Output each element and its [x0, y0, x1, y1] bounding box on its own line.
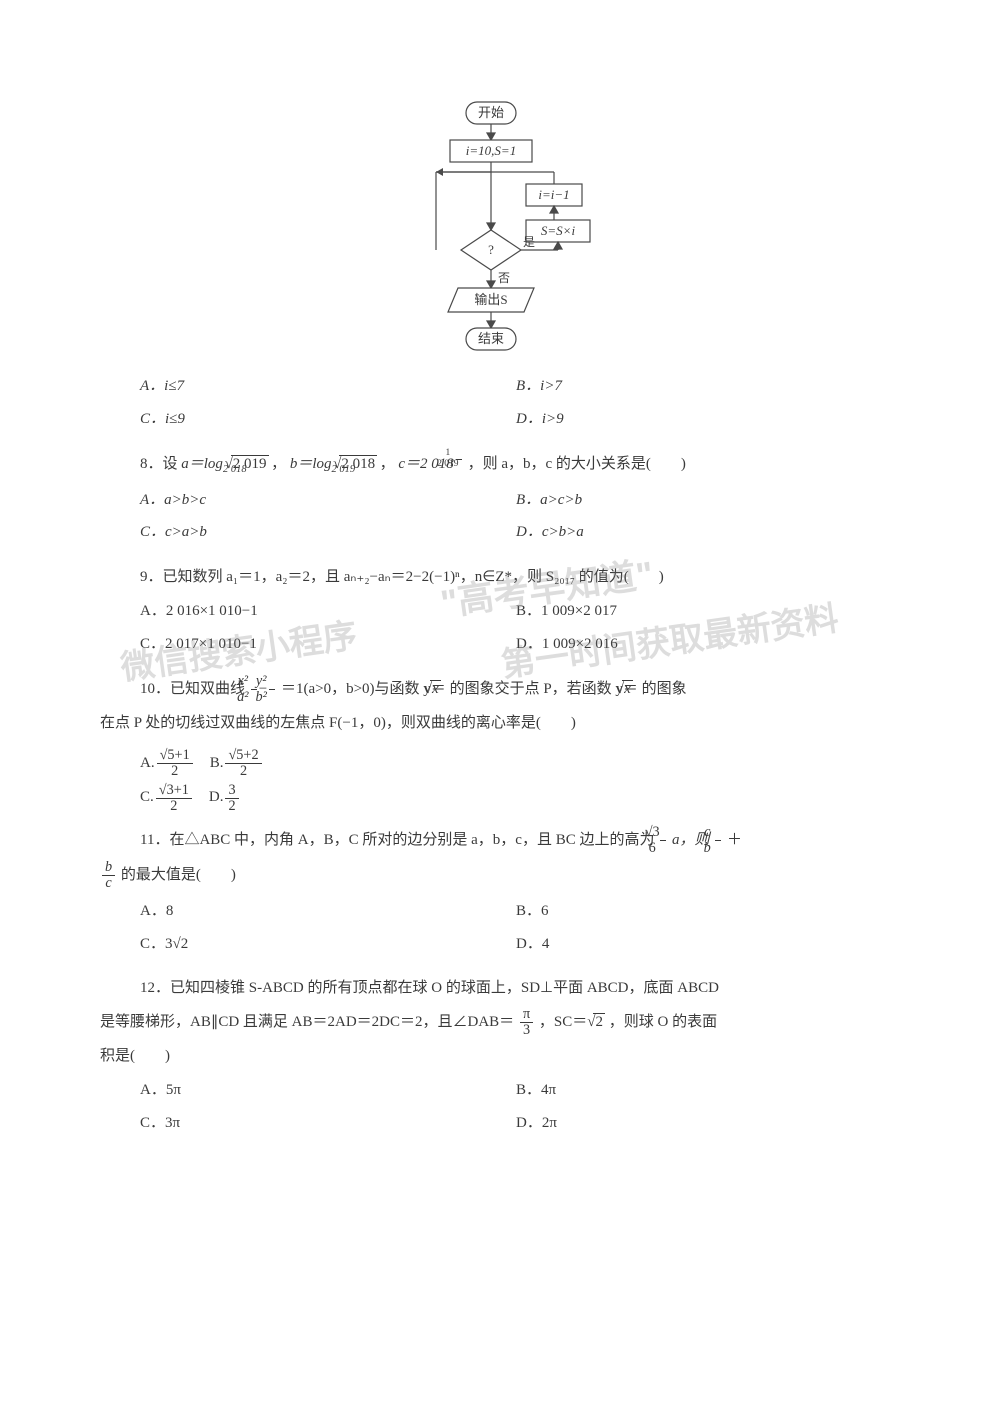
q12-line3: 积是( ) — [100, 1042, 892, 1071]
q8-opt-c: C．c>a>b — [140, 516, 516, 549]
q11-opt-b: B．6 — [516, 895, 892, 928]
q8-a-rad: 2 019 — [231, 455, 269, 472]
q10-b-den: 2 — [225, 764, 261, 779]
fc-start: 开始 — [478, 105, 504, 120]
q8-opt-a: A．a>b>c — [140, 484, 516, 517]
fc-dec2: S=S×i — [541, 223, 576, 238]
q12-l2-mid: ，SC＝ — [539, 1014, 587, 1030]
q10-stem: 10．已知双曲线 x²a²−y²b² ＝1(a>0，b>0)与函数 y＝x 的图… — [140, 674, 892, 705]
q10-rad2: x — [622, 680, 633, 697]
q11-options: A．8 B．6 C．3√2 D．4 — [140, 895, 892, 960]
q9-opt-d: D．1 009×2 016 — [516, 628, 892, 661]
q10-a-num: √5+1 — [157, 748, 193, 764]
q10-options: A.√5+12 B.√5+22 C.√3+12 D.32 — [140, 746, 892, 816]
fc-end: 结束 — [478, 331, 504, 346]
q11-opt-c: C．3√2 — [140, 928, 516, 961]
q8-opt-b: B．a>c>b — [516, 484, 892, 517]
q10-t2: 的图象交于点 P，若函数 y＝ — [450, 681, 638, 697]
flowchart-diagram: 开始 i=10,S=1 i=i−1 S=S×i — [386, 100, 606, 360]
q10-opt-d: D.32 — [209, 789, 241, 805]
fc-yes: 是 — [523, 235, 535, 249]
fc-no: 否 — [498, 271, 510, 285]
q8-options: A．a>b>c B．a>c>b C．c>a>b D．c>b>a — [140, 484, 892, 549]
q12-line2: 是等腰梯形，AB∥CD 且满足 AB＝2AD＝2DC＝2，且∠DAB＝ π3 ，… — [100, 1007, 892, 1038]
q10-d-num: 3 — [225, 783, 238, 799]
q12-ang-num: π — [520, 1007, 533, 1023]
q11-prefix: 11．在△ABC 中，内角 A，B，C 所对的边分别是 a，b，c，且 BC 边… — [140, 832, 658, 848]
q8-b-rad: 2 018 — [339, 455, 377, 472]
q8-stem: 8．设 a＝log2 0182 019， b＝log2 0192 018， c＝… — [140, 449, 892, 480]
q12-l2-tail: ，则球 O 的表面 — [609, 1014, 717, 1030]
q10-rhs-num: y² — [269, 674, 275, 690]
q10-t3: 的图象 — [642, 681, 687, 697]
q9-opt-a: A．2 016×1 010−1 — [140, 595, 516, 628]
fc-diamond: ? — [488, 242, 494, 257]
q12-opt-b: B．4π — [516, 1074, 892, 1107]
q8-a-lhs: a＝log — [181, 456, 223, 472]
q11-t1-den: b — [715, 841, 721, 856]
q11-t1-num: c — [715, 825, 721, 841]
q7-opt-d: D．i>9 — [516, 403, 892, 436]
q8-b-lhs: b＝log — [290, 456, 332, 472]
q12-ang-den: 3 — [520, 1023, 533, 1038]
q9-stem: 9．已知数列 a₁＝1，a₂＝2，且 aₙ₊₂−aₙ＝2−2(−1)ⁿ，n∈Z*… — [140, 563, 892, 592]
q10-a-den: 2 — [157, 764, 193, 779]
q11-cont-tail: 的最大值是( ) — [121, 867, 236, 883]
q12-sc-rad: 2 — [593, 1013, 605, 1030]
exam-page: 开始 i=10,S=1 i=i−1 S=S×i — [0, 0, 992, 1213]
q10-rad1: x — [430, 680, 441, 697]
q10-t1: ＝1(a>0，b>0)与函数 y＝ — [281, 681, 446, 697]
q10-d-den: 2 — [225, 799, 238, 814]
q12-l2-prefix: 是等腰梯形，AB∥CD 且满足 AB＝2AD＝2DC＝2，且∠DAB＝ — [100, 1014, 514, 1030]
q9-opt-b: B．1 009×2 017 — [516, 595, 892, 628]
q11-h-num: √3 — [660, 825, 666, 841]
q11-opt-d: D．4 — [516, 928, 892, 961]
q10-c-num: √3+1 — [156, 783, 192, 799]
q10-opt-c: C.√3+12 — [140, 789, 194, 805]
q9-options: A．2 016×1 010−1 B．1 009×2 017 C．2 017×1 … — [140, 595, 892, 660]
q8-opt-d: D．c>b>a — [516, 516, 892, 549]
q10-cont: 在点 P 处的切线过双曲线的左焦点 F(−1，0)，则双曲线的离心率是( ) — [100, 709, 892, 738]
q7-opt-c: C．i≤9 — [140, 403, 516, 436]
q12-opt-a: A．5π — [140, 1074, 516, 1107]
q8-c-exp-den: 2 019 — [456, 460, 462, 470]
q8-tail: ，则 a，b，c 的大小关系是( ) — [468, 456, 686, 472]
q10-rhs-den: b² — [269, 690, 275, 705]
q7-opt-b: B．i>7 — [516, 370, 892, 403]
q11-stem: 11．在△ABC 中，内角 A，B，C 所对的边分别是 a，b，c，且 BC 边… — [140, 825, 892, 856]
q8-prefix: 8．设 — [140, 456, 181, 472]
q11-t2-den: c — [102, 876, 115, 891]
q10-opt-a: A.√5+12 — [140, 755, 195, 771]
q11-opt-a: A．8 — [140, 895, 516, 928]
fc-out: 输出S — [474, 292, 507, 307]
q7-opt-a: A．i≤7 — [140, 370, 516, 403]
q9-opt-c: C．2 017×1 010−1 — [140, 628, 516, 661]
q12-opt-d: D．2π — [516, 1107, 892, 1140]
q12-options: A．5π B．4π C．3π D．2π — [140, 1074, 892, 1139]
q10-prefix: 10．已知双曲线 — [140, 681, 245, 697]
fc-dec1: i=i−1 — [538, 187, 569, 202]
q10-c-den: 2 — [156, 799, 192, 814]
q12-opt-c: C．3π — [140, 1107, 516, 1140]
fc-init: i=10,S=1 — [466, 143, 516, 158]
q7-options: A．i≤7 B．i>7 C．i≤9 D．i>9 — [140, 370, 892, 435]
q11-cont: bc 的最大值是( ) — [100, 860, 892, 891]
q11-h-den: 6 — [660, 841, 666, 856]
q11-t2-num: b — [102, 860, 115, 876]
q12-line1: 12．已知四棱锥 S-ABCD 的所有顶点都在球 O 的球面上，SD⊥平面 AB… — [140, 974, 892, 1003]
q10-b-num: √5+2 — [225, 748, 261, 764]
q11-plus: ＋ — [727, 832, 742, 848]
q10-opt-b: B.√5+22 — [210, 755, 264, 771]
